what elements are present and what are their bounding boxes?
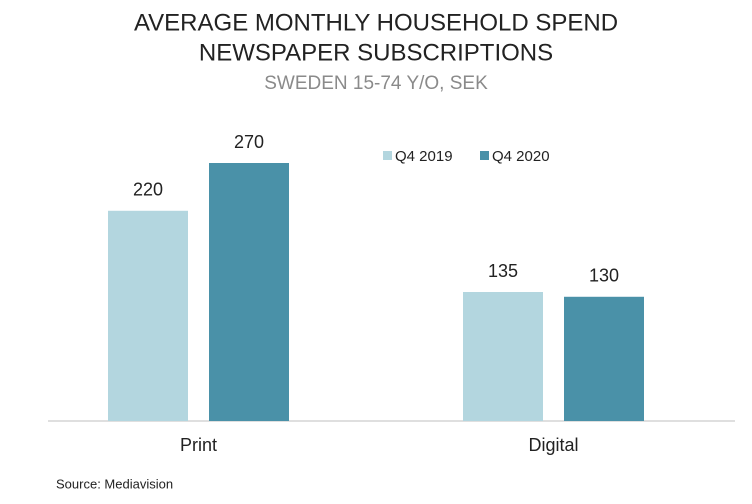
data-label: 130 (589, 266, 619, 286)
bar (463, 292, 543, 421)
data-label: 270 (234, 132, 264, 152)
legend-label: Q4 2020 (492, 148, 550, 165)
chart-subtitle: SWEDEN 15-74 Y/O, SEK (264, 73, 488, 94)
source: Source: Mediavision (56, 476, 173, 491)
data-label: 220 (133, 180, 163, 200)
bar (209, 163, 289, 421)
bar (108, 210, 188, 421)
bar (564, 296, 644, 421)
chart-title: NEWSPAPER SUBSCRIPTIONS (199, 39, 553, 66)
x-tick-label: Digital (528, 435, 578, 455)
legend-swatch (480, 151, 489, 160)
legend-swatch (383, 151, 392, 160)
data-label: 135 (488, 261, 518, 281)
chart-title: AVERAGE MONTHLY HOUSEHOLD SPEND (134, 9, 618, 36)
x-tick-label: Print (180, 435, 217, 455)
legend-label: Q4 2019 (395, 148, 453, 165)
